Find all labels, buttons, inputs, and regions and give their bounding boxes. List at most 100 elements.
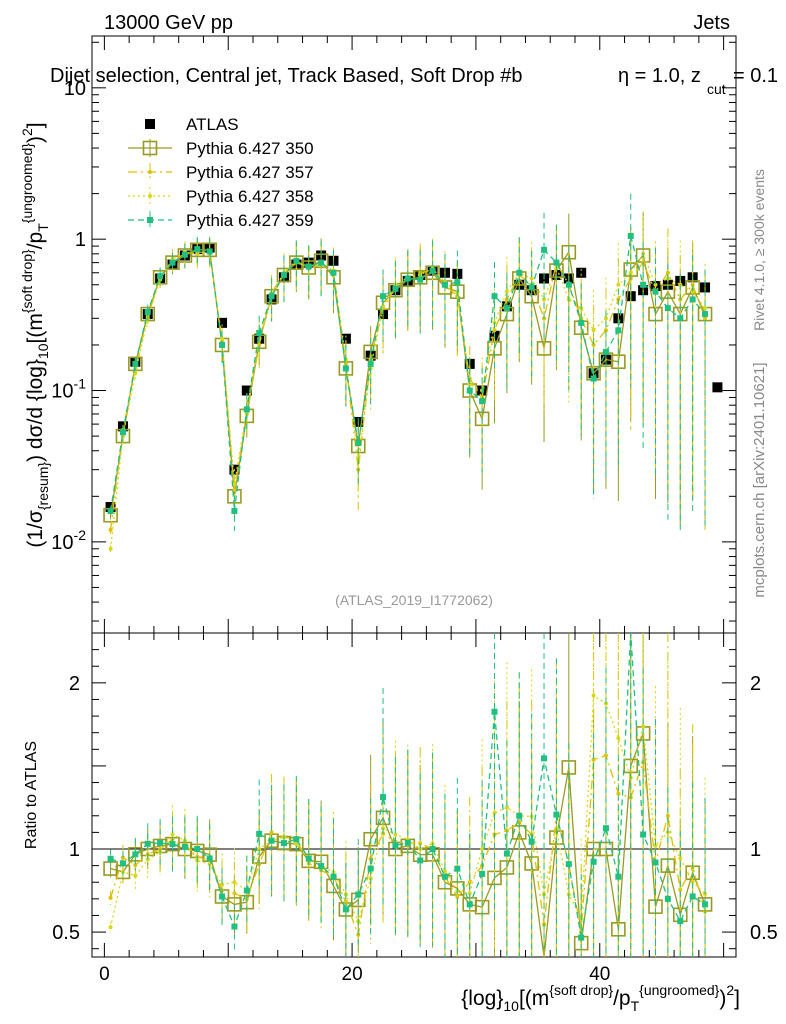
series-4-point — [330, 269, 337, 276]
series-4-ratio-point — [652, 859, 659, 866]
series-4-ratio-point — [157, 839, 164, 846]
series-3-point — [542, 297, 547, 302]
main-y-axis-label: (1/σ{resum}) dσ/d {log}10[(m{soft drop}/… — [19, 122, 51, 547]
series-4-point — [256, 329, 263, 336]
legend-marker — [145, 119, 155, 129]
series-4-ratio-point — [318, 863, 325, 870]
series-4-point — [404, 275, 411, 282]
series-4-point — [541, 246, 548, 253]
series-3-point — [504, 289, 509, 294]
series-2-point — [665, 270, 670, 275]
series-4-ratio-point — [280, 840, 287, 847]
series-4-ratio-point — [590, 858, 597, 865]
legend-label: Pythia 6.427 350 — [186, 139, 314, 158]
series-4-ratio-point — [528, 838, 535, 845]
series-4 — [107, 193, 709, 531]
series-4-ratio-point — [640, 831, 647, 838]
main-axes: 10-2 10-1 1 10 — [51, 36, 736, 633]
series-2-ratio-point — [603, 753, 608, 758]
ratio-series — [103, 632, 713, 958]
series-4-ratio-point — [677, 918, 684, 925]
series-4-point — [466, 387, 473, 394]
series-4-point — [318, 259, 325, 266]
x-axis-label-text: {log}10[(m{soft drop}/pT{ungroomed})2] — [461, 982, 740, 1014]
series-4-point — [689, 296, 696, 303]
series-3-ratio-point — [170, 832, 175, 837]
series-3-ratio-point — [690, 879, 695, 884]
series-3-point — [195, 251, 200, 256]
series-4-ratio-point — [491, 708, 498, 715]
rivet-label: Rivet 4.1.0, ≥ 300k events — [751, 169, 767, 331]
series-4-ratio-point — [479, 870, 486, 877]
series-4-point — [454, 279, 461, 286]
series-4-point — [590, 375, 597, 382]
series-4-point — [157, 273, 164, 280]
series-4-ratio-point — [429, 846, 436, 852]
series-4-point — [342, 365, 349, 372]
header-collision: 13000 GeV pp — [104, 12, 233, 34]
series-3-ratio-point — [480, 847, 485, 851]
series-2-ratio-point — [455, 894, 460, 899]
ratio-y-tick-label: 2 — [69, 673, 80, 695]
series-3-ratio-point — [108, 925, 113, 930]
series-3-point — [108, 546, 113, 551]
legend-marker — [142, 140, 158, 156]
header-category: Jets — [693, 12, 730, 34]
series-3-ratio-point — [641, 724, 646, 729]
series-4-ratio-point — [330, 873, 337, 880]
series-4-ratio-point — [689, 893, 696, 900]
ratio-y-tick-label-right: 0.5 — [750, 922, 778, 944]
series-4-ratio-point — [578, 934, 585, 941]
series-4-point — [380, 293, 387, 300]
legend-label: ATLAS — [186, 115, 239, 134]
plot-title-end: = 0.1 — [733, 65, 778, 87]
mcplots-label: mcplots.cern.ch [arXiv:2401.10621] — [751, 362, 768, 597]
series-4-ratio-point — [219, 893, 226, 900]
series-3-ratio-point — [257, 847, 262, 851]
series-4-point — [615, 327, 622, 334]
series-4-ratio-point — [454, 865, 461, 872]
series-2-ratio-point — [133, 863, 138, 868]
series-4-point — [627, 232, 634, 239]
plot-title: Dijet selection, Central jet, Track Base… — [50, 65, 778, 97]
series-3-ratio-point — [442, 869, 447, 874]
series-3-point — [232, 482, 237, 487]
series-4-ratio-point — [404, 839, 411, 846]
series-4-point — [231, 507, 238, 514]
series-3-point — [591, 328, 596, 333]
series-4-point — [602, 348, 609, 355]
series-4-ratio-point — [268, 837, 275, 844]
analysis-watermark: (ATLAS_2019_I1772062) — [335, 592, 493, 608]
series-4-point — [219, 341, 226, 348]
series-4-point — [169, 259, 176, 266]
series-4-ratio — [107, 632, 709, 957]
series-3-ratio-point — [504, 805, 509, 810]
series-3-point — [529, 276, 534, 281]
series-4-ratio-point — [553, 811, 560, 818]
series-4-ratio-point — [144, 840, 151, 847]
series-0-point — [576, 267, 587, 278]
series-4-ratio-point — [119, 860, 126, 867]
series-4-point — [132, 360, 139, 367]
plot-title-main: Dijet selection, Central jet, Track Base… — [50, 65, 522, 87]
legend: ATLAS Pythia 6.427 350 Pythia 6.427 357 Pyt… — [128, 115, 314, 230]
ratio-y-axis-label: Ratio to ATLAS — [23, 741, 40, 849]
series-3-ratio-point — [467, 891, 472, 896]
series-4-ratio-point — [602, 825, 609, 832]
series-4-point — [677, 315, 684, 322]
series-3-point — [467, 382, 472, 387]
main-y-axis-label-text: (1/σ{resum}) dσ/d {log}10[(m{soft drop}/… — [19, 122, 51, 547]
series-4-point — [206, 248, 213, 255]
series-4-ratio-point — [293, 836, 300, 843]
series-3-point — [603, 316, 608, 321]
series-4-point — [503, 305, 510, 312]
series-2-point — [703, 316, 708, 321]
series-2-point — [504, 297, 509, 302]
series-4-point — [280, 271, 287, 278]
series-4-point — [293, 257, 300, 264]
series-4-ratio-point — [466, 901, 473, 908]
series-4-point — [565, 281, 572, 288]
ratio-y-tick-label-right: 1 — [750, 839, 761, 861]
series-4-ratio-point — [206, 855, 213, 862]
series-4-point — [528, 284, 535, 291]
